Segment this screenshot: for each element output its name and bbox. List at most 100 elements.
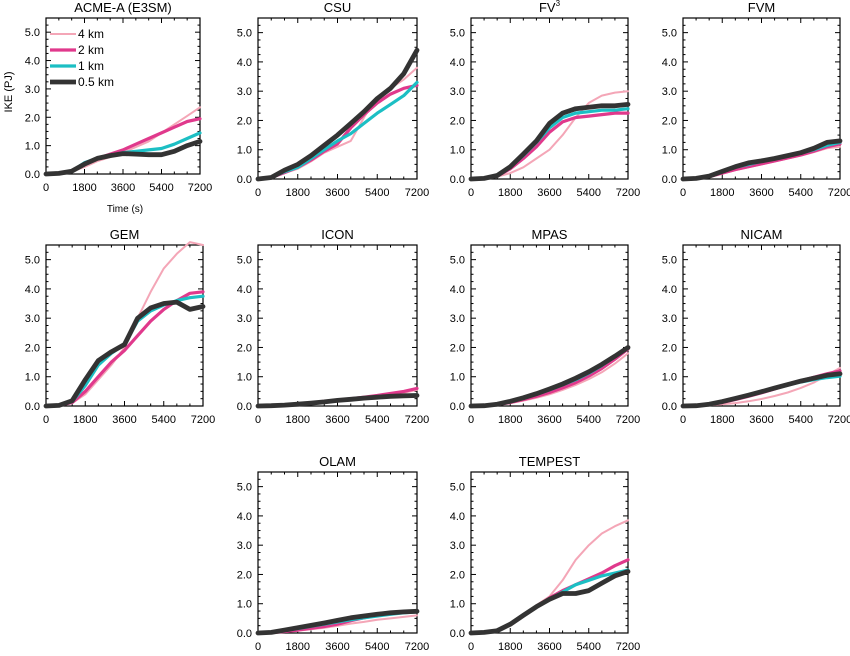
y-tick-label: 5.0 <box>237 255 252 267</box>
y-tick-label: 1.0 <box>25 141 40 153</box>
series-line-1km <box>256 80 419 181</box>
series-line-0_5km <box>680 138 843 182</box>
panel-title: NICAM <box>741 227 783 242</box>
x-axis-label: Time (s) <box>107 204 143 215</box>
panel-8: OLAM 0.0 1.0 2.0 3.0 4.0 5.0 0 1800 3600 5400 7200 <box>237 454 430 653</box>
y-tick-label: 0.0 <box>450 401 465 413</box>
y-tick-label: 0.0 <box>662 401 677 413</box>
y-tick-label: 5.0 <box>450 482 465 494</box>
y-tick-label: 1.0 <box>237 599 252 611</box>
x-tick-label: 3600 <box>112 414 136 426</box>
y-tick-label: 0.0 <box>450 628 465 640</box>
x-tick-label: 1800 <box>73 414 97 426</box>
plot-frame <box>45 244 204 407</box>
panel-title-superscript: 3 <box>556 0 561 8</box>
y-tick-label: 3.0 <box>662 86 677 98</box>
x-tick-label: 1800 <box>286 187 310 199</box>
y-tick-label: 4.0 <box>237 57 252 69</box>
x-tick-label: 5400 <box>577 187 601 199</box>
plot-frame <box>257 17 418 180</box>
plot-frame <box>257 471 418 634</box>
x-tick-label: 0 <box>255 641 261 653</box>
series-line-0_5km <box>255 393 420 409</box>
x-tick-label: 3600 <box>537 414 561 426</box>
x-tick-label: 0 <box>255 187 261 199</box>
x-tick-label: 0 <box>43 182 49 194</box>
series-line-0_5km <box>680 371 843 409</box>
series-line-2km <box>44 290 205 408</box>
legend: 4 km 2 km 1 km 0.5 km <box>50 27 114 89</box>
plot-frame <box>257 244 418 407</box>
x-tick-label: 0 <box>255 414 261 426</box>
y-tick-label: 4.0 <box>662 284 677 296</box>
series-line-1km <box>469 107 630 181</box>
x-tick-label: 3600 <box>325 187 349 199</box>
y-tick-label: 2.0 <box>237 342 252 354</box>
y-tick-label: 5.0 <box>450 255 465 267</box>
panels: ACME-A (E3SM) 0.0 1.0 2.0 3.0 4.0 5.0 0 1800 3600… <box>25 0 850 653</box>
y-tick-label: 2.0 <box>450 115 465 127</box>
y-tick-label: 3.0 <box>25 313 40 325</box>
x-tick-label: 3600 <box>749 414 773 426</box>
y-tick-label: 0.0 <box>25 169 40 181</box>
x-tick-label: 7200 <box>616 641 640 653</box>
y-tick-label: 1.0 <box>237 372 252 384</box>
series-line-2km <box>44 117 202 176</box>
series-line-4km <box>45 241 204 407</box>
series-line-0_5km <box>255 608 420 636</box>
y-tick-label: 3.0 <box>450 313 465 325</box>
y-tick-label: 0.0 <box>237 401 252 413</box>
y-tick-label: 3.0 <box>237 86 252 98</box>
x-tick-label: 7200 <box>405 641 429 653</box>
y-tick-label: 4.0 <box>237 284 252 296</box>
plot-frame <box>682 17 841 180</box>
panel-title: OLAM <box>319 454 356 469</box>
panel-4: GEM 0.0 1.0 2.0 3.0 4.0 5.0 0 1800 3600 5400 7200 <box>25 227 216 426</box>
x-tick-label: 5400 <box>152 414 176 426</box>
x-tick-label: 5400 <box>789 187 813 199</box>
series-line-1km <box>469 345 630 408</box>
series-line-0_5km <box>43 299 206 409</box>
x-tick-label: 1800 <box>498 641 522 653</box>
y-tick-label: 1.0 <box>237 145 252 157</box>
panel-7: NICAM 0.0 1.0 2.0 3.0 4.0 5.0 0 1800 3600 5400 7200 <box>662 227 850 426</box>
x-tick-label: 0 <box>468 641 474 653</box>
y-tick-label: 5.0 <box>662 255 677 267</box>
y-tick-label: 4.0 <box>25 284 40 296</box>
y-tick-label: 0.0 <box>662 174 677 186</box>
y-tick-label: 5.0 <box>237 482 252 494</box>
y-tick-label: 3.0 <box>662 313 677 325</box>
x-tick-label: 3600 <box>325 414 349 426</box>
x-tick-label: 3600 <box>537 187 561 199</box>
series-line-0_5km <box>43 138 203 177</box>
x-tick-label: 3600 <box>111 182 135 194</box>
x-tick-label: 7200 <box>191 414 215 426</box>
y-tick-label: 1.0 <box>450 372 465 384</box>
y-tick-label: 2.0 <box>662 115 677 127</box>
x-tick-label: 1800 <box>72 182 96 194</box>
x-tick-label: 7200 <box>616 414 640 426</box>
x-tick-label: 0 <box>468 414 474 426</box>
x-tick-label: 7200 <box>188 182 212 194</box>
y-tick-label: 4.0 <box>237 511 252 523</box>
y-tick-label: 1.0 <box>662 145 677 157</box>
x-tick-label: 5400 <box>577 414 601 426</box>
series-line-4km <box>682 366 841 407</box>
x-tick-label: 7200 <box>616 187 640 199</box>
x-tick-label: 5400 <box>365 641 389 653</box>
x-tick-label: 7200 <box>405 414 429 426</box>
y-tick-label: 5.0 <box>25 27 40 39</box>
x-tick-label: 7200 <box>405 187 429 199</box>
x-tick-label: 5400 <box>789 414 813 426</box>
y-tick-label: 1.0 <box>450 599 465 611</box>
y-tick-label: 4.0 <box>450 284 465 296</box>
y-tick-label: 2.0 <box>450 342 465 354</box>
x-tick-label: 1800 <box>498 187 522 199</box>
y-tick-label: 0.0 <box>25 401 40 413</box>
y-tick-label: 3.0 <box>450 540 465 552</box>
x-tick-label: 0 <box>468 187 474 199</box>
x-tick-label: 7200 <box>828 414 850 426</box>
panel-title: ICON <box>321 227 354 242</box>
y-tick-label: 5.0 <box>25 255 40 267</box>
panel-0: ACME-A (E3SM) 0.0 1.0 2.0 3.0 4.0 5.0 0 1800 3600… <box>25 0 213 194</box>
